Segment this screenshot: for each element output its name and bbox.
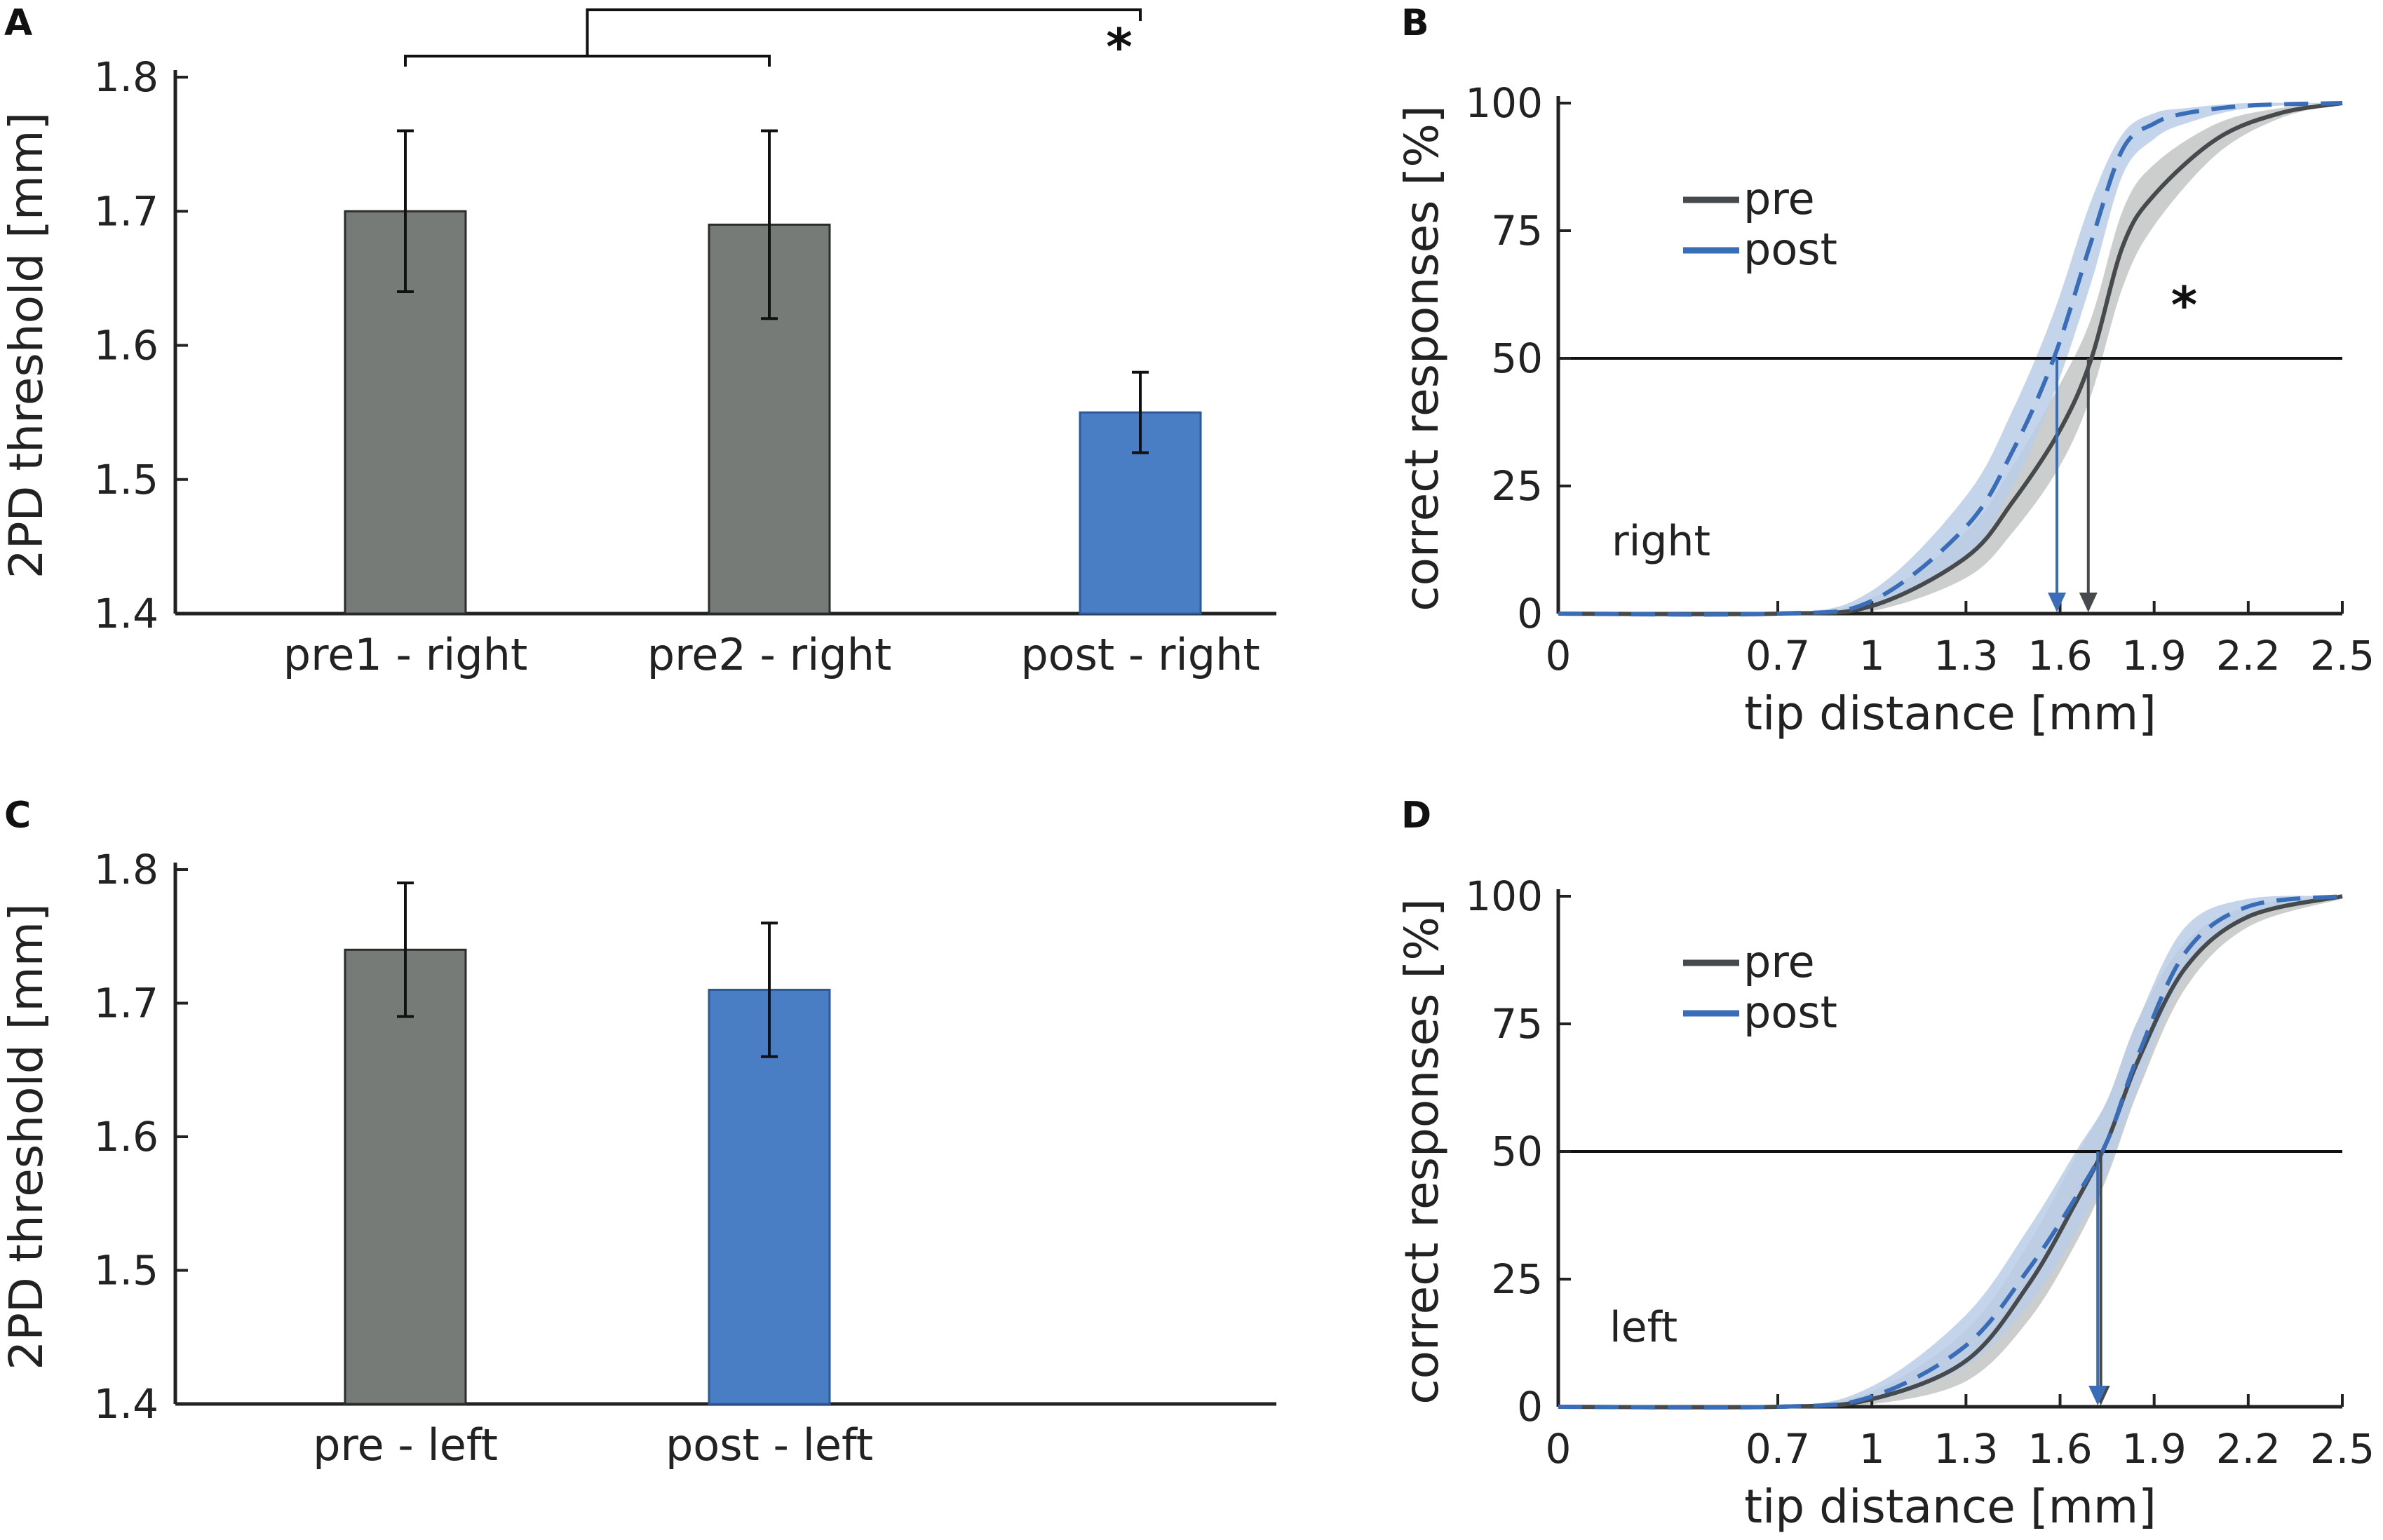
y-tick-label: 75 <box>1491 1000 1543 1048</box>
legend-label-pre: pre <box>1743 173 1815 224</box>
series-line-post <box>1558 101 2343 617</box>
legend-label-post: post <box>1743 987 1837 1038</box>
x-tick-label: 1 <box>1859 632 1885 680</box>
y-tick-label: 0 <box>1517 590 1543 637</box>
bar <box>344 948 467 1405</box>
panel-c-bar-chart: 1.4 1.5 1.6 1.7 1.8 2PD threshold [mm] pre - l… <box>0 846 1276 1471</box>
panel-d-psychometric-chart: 0 25 50 75 100 0 0.7 1 1.3 1.6 1.9 2.2 2.5 tip distan… <box>1395 872 2375 1534</box>
y-tick-label: 25 <box>1491 462 1543 510</box>
side-label: left <box>1609 1303 1677 1352</box>
x-tick-label: 0 <box>1546 1425 1572 1473</box>
y-tick-label: 1.8 <box>94 846 158 893</box>
x-axis-label: tip distance [mm] <box>1744 1480 2156 1534</box>
panel-b-psychometric-chart: 0 25 50 75 100 0 0.7 1 1.3 1.6 1.9 2.2 2.5 tip distan… <box>1395 79 2375 741</box>
significance-bracket-inner <box>404 55 771 67</box>
y-tick-label: 1.6 <box>94 1113 158 1161</box>
confidence-band-pre <box>1558 103 2342 615</box>
x-tick-label: 2.5 <box>2310 632 2375 680</box>
y-tick-label: 1.4 <box>94 1380 158 1428</box>
y-axis-label: 2PD threshold [mm] <box>0 112 53 579</box>
category-label: pre2 - right <box>647 629 892 680</box>
side-label: right <box>1612 517 1710 566</box>
panel-letter-d: D <box>1401 795 1431 837</box>
x-tick-label: 2.5 <box>2310 1425 2375 1473</box>
y-axis-label: 2PD threshold [mm] <box>0 903 53 1370</box>
x-tick-label: 1.9 <box>2122 1425 2187 1473</box>
significance-star: * <box>2171 276 2198 335</box>
x-tick-label: 1.9 <box>2122 632 2187 680</box>
series-line-post <box>1558 894 2343 1410</box>
x-tick-label: 0.7 <box>1746 1425 1810 1473</box>
y-axis-label: correct responses [%] <box>1395 898 1449 1404</box>
series-line-pre <box>1558 894 2343 1410</box>
x-tick-label: 1 <box>1859 1425 1885 1473</box>
confidence-band-post <box>1558 896 2342 1409</box>
y-tick-label: 1.4 <box>94 590 158 637</box>
threshold-arrowhead-pre <box>2079 593 2098 612</box>
category-label: pre - left <box>313 1419 498 1471</box>
y-tick-label: 1.8 <box>94 53 158 101</box>
y-tick-label: 25 <box>1491 1255 1543 1303</box>
y-tick-label: 1.6 <box>94 322 158 370</box>
y-tick-label: 0 <box>1517 1383 1543 1431</box>
y-axis-label: correct responses [%] <box>1395 105 1449 611</box>
y-tick-label: 1.5 <box>94 456 158 504</box>
y-tick-label: 1.5 <box>94 1247 158 1295</box>
threshold-arrowhead-post <box>2088 1386 2107 1405</box>
y-tick-label: 1.7 <box>94 187 158 235</box>
x-tick-label: 0.7 <box>1746 632 1810 680</box>
y-tick-label: 1.7 <box>94 980 158 1027</box>
category-label: pre1 - right <box>283 629 528 680</box>
significance-star: * <box>1106 18 1133 76</box>
panel-letter-b: B <box>1401 2 1429 44</box>
y-tick-label: 50 <box>1491 1128 1543 1175</box>
threshold-arrowhead-post <box>2048 593 2067 612</box>
y-tick-label: 50 <box>1491 335 1543 382</box>
x-tick-label: 1.6 <box>2027 1425 2092 1473</box>
x-tick-label: 1.3 <box>1933 1425 1998 1473</box>
x-tick-label: 2.2 <box>2216 1425 2281 1473</box>
significance-bracket-outer <box>586 8 1142 56</box>
x-tick-label: 1.6 <box>2027 632 2092 680</box>
panel-letter-c: C <box>4 795 31 837</box>
x-axis-label: tip distance [mm] <box>1744 687 2156 741</box>
legend-label-pre: pre <box>1743 936 1815 987</box>
x-tick-label: 1.3 <box>1933 632 1998 680</box>
y-tick-label: 100 <box>1465 872 1543 920</box>
x-tick-label: 0 <box>1546 632 1572 680</box>
bar <box>708 988 831 1405</box>
y-tick-label: 75 <box>1491 207 1543 255</box>
legend-label-post: post <box>1743 224 1837 275</box>
panel-letter-a: A <box>4 2 32 44</box>
panel-a-bar-chart: 1.4 1.5 1.6 1.7 1.8 2PD threshold [mm] pre1 - … <box>0 8 1276 680</box>
x-tick-label: 2.2 <box>2216 632 2281 680</box>
category-label: post - right <box>1020 629 1260 680</box>
y-tick-label: 100 <box>1465 79 1543 127</box>
category-label: post - left <box>666 1419 873 1471</box>
